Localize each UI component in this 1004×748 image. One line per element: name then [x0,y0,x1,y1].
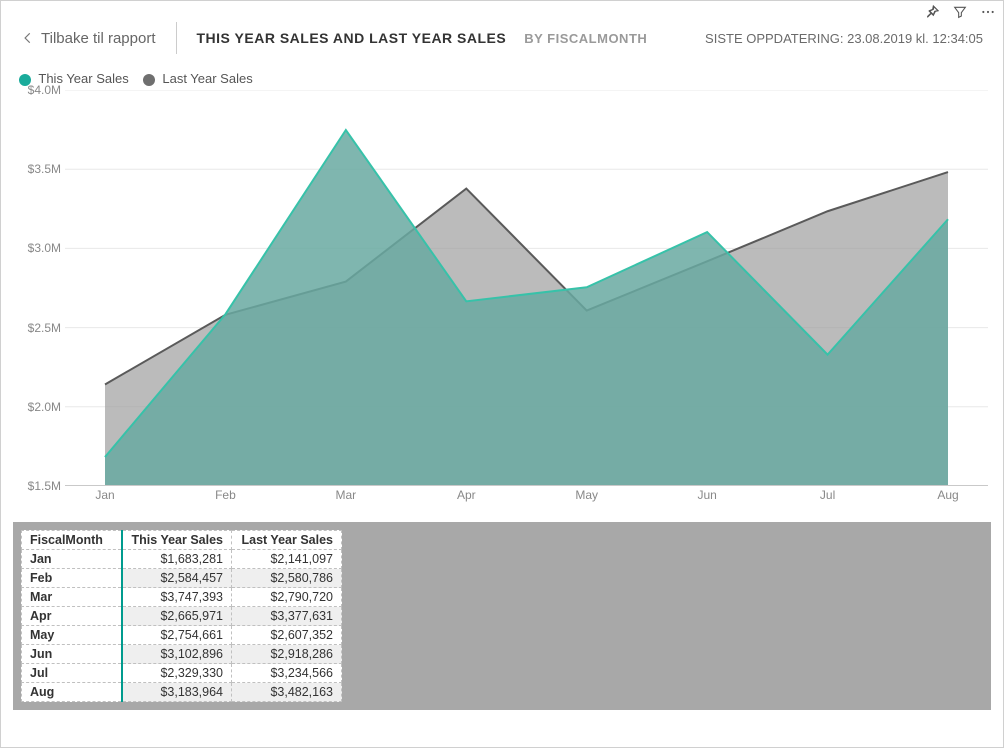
legend: This Year Sales Last Year Sales [1,71,1003,90]
table-cell: Jul [22,664,122,683]
y-tick-label: $4.0M [28,83,61,97]
table-cell: $3,747,393 [122,588,232,607]
table-cell: $3,102,896 [122,645,232,664]
table-cell: $3,183,964 [122,683,232,702]
x-tick-label: Jul [820,488,835,502]
y-tick-label: $2.0M [28,400,61,414]
y-axis-labels: $1.5M$2.0M$2.5M$3.0M$3.5M$4.0M [13,90,65,486]
pin-icon[interactable] [923,3,941,21]
table-row: Mar$3,747,393$2,790,720 [22,588,342,607]
table-cell: Jan [22,550,122,569]
swatch-icon [143,74,155,86]
table-header: Last Year Sales [232,531,342,550]
table-cell: $2,141,097 [232,550,342,569]
y-tick-label: $3.5M [28,162,61,176]
chart-title: THIS YEAR SALES AND LAST YEAR SALES [197,30,507,46]
x-tick-label: Jan [95,488,114,502]
more-icon[interactable] [979,3,997,21]
divider [176,22,177,54]
table-cell: $2,584,457 [122,569,232,588]
back-label: Tilbake til rapport [41,30,156,47]
x-tick-label: Aug [937,488,958,502]
data-table-container: FiscalMonthThis Year SalesLast Year Sale… [13,522,991,710]
table-row: Jul$2,329,330$3,234,566 [22,664,342,683]
table-cell: $2,754,661 [122,626,232,645]
table-cell: $3,234,566 [232,664,342,683]
y-tick-label: $3.0M [28,241,61,255]
back-button[interactable]: Tilbake til rapport [21,30,176,47]
filter-icon[interactable] [951,3,969,21]
table-cell: $2,607,352 [232,626,342,645]
table-header: FiscalMonth [22,531,122,550]
table-row: Jan$1,683,281$2,141,097 [22,550,342,569]
table-cell: $2,580,786 [232,569,342,588]
table-row: Aug$3,183,964$3,482,163 [22,683,342,702]
x-tick-label: May [575,488,598,502]
x-axis-labels: Jan Feb Mar Apr May Jun Jul Aug [65,486,988,510]
table-cell: Jun [22,645,122,664]
table-cell: $1,683,281 [122,550,232,569]
x-tick-label: Mar [336,488,357,502]
table-cell: Apr [22,607,122,626]
table-row: May$2,754,661$2,607,352 [22,626,342,645]
chevron-left-icon [21,31,35,45]
y-tick-label: $2.5M [28,321,61,335]
table-cell: $3,482,163 [232,683,342,702]
table-cell: $2,790,720 [232,588,342,607]
table-cell: $2,665,971 [122,607,232,626]
table-cell: $3,377,631 [232,607,342,626]
last-updated: SISTE OPPDATERING: 23.08.2019 kl. 12:34:… [705,31,983,46]
table-row: Jun$3,102,896$2,918,286 [22,645,342,664]
table-cell: $2,329,330 [122,664,232,683]
table-header: This Year Sales [122,531,232,550]
y-tick-label: $1.5M [28,479,61,493]
table-cell: Mar [22,588,122,607]
x-tick-label: Apr [457,488,476,502]
legend-item-last-year: Last Year Sales [143,71,253,86]
plot-region [65,90,988,486]
table-cell: Aug [22,683,122,702]
chart-area: $1.5M$2.0M$2.5M$3.0M$3.5M$4.0M JanFebMar… [13,90,988,510]
table-cell: $2,918,286 [232,645,342,664]
x-tick-label: Feb [215,488,236,502]
data-table: FiscalMonthThis Year SalesLast Year Sale… [21,530,342,702]
table-row: Apr$2,665,971$3,377,631 [22,607,342,626]
chart-subtitle: BY FISCALMONTH [524,31,647,46]
x-tick-label: Jun [697,488,716,502]
table-cell: Feb [22,569,122,588]
table-row: Feb$2,584,457$2,580,786 [22,569,342,588]
header-bar: Tilbake til rapport THIS YEAR SALES AND … [1,1,1003,71]
table-cell: May [22,626,122,645]
legend-label: Last Year Sales [162,71,252,86]
